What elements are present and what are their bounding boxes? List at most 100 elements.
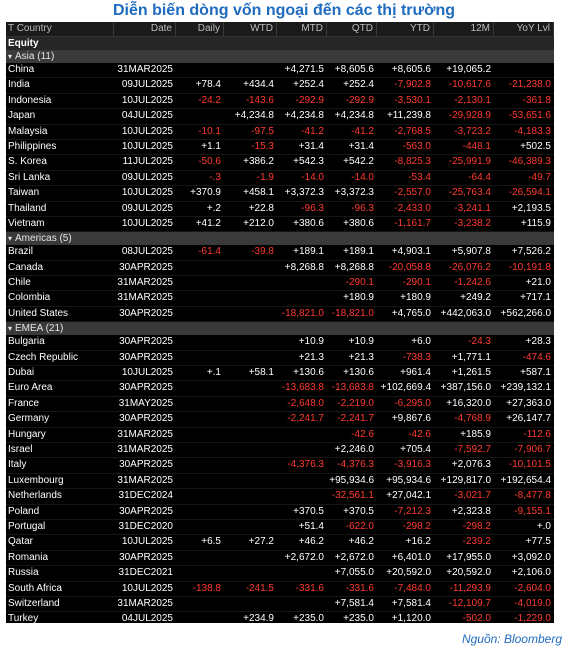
column-header[interactable]: MTD [277, 22, 327, 36]
value-cell [176, 566, 224, 580]
value-cell: +22.8 [248, 202, 274, 214]
table-row[interactable]: Russia 31DEC2021 +7,055.0 +20,592.0 +20,592.… [6, 566, 554, 582]
value-cell: -361.8 [522, 94, 551, 106]
date-cell: 30APR2025 [119, 382, 173, 394]
column-header[interactable]: YoY Lvl [494, 22, 554, 36]
table-row[interactable]: Czech Republic 30APR2025 +21.3 +21.3 -738.3 +… [6, 351, 554, 367]
table-row[interactable]: Netherlands 31DEC2024 -32,561.1 +27,042.1 -3… [6, 489, 554, 505]
value-cell: +961.4 [400, 367, 431, 379]
value-cell: -13,683.8 [281, 382, 324, 394]
value-cell: +7,581.4 [334, 597, 374, 609]
value-cell: -2,648.0 [287, 397, 324, 409]
table-row[interactable]: Switzerland 31MAR2025 +7,581.4 +7,581.4 -12,… [6, 597, 554, 613]
value-cell: +239,132.1 [500, 382, 551, 394]
table-row[interactable]: Turkey 04JUL2025 +234.9 +235.0 +235.0 +1,120.… [6, 612, 554, 623]
value-cell [176, 109, 224, 123]
value-cell [176, 307, 224, 321]
table-row[interactable]: Poland 30APR2025 +370.5 +370.5 -7,212.3 +2,32… [6, 505, 554, 520]
value-cell: +192,654.4 [500, 474, 551, 486]
value-cell [176, 335, 224, 349]
value-cell: +717.1 [520, 292, 551, 304]
column-header[interactable]: WTD [224, 22, 277, 36]
value-cell: +2,672.0 [284, 551, 324, 563]
table-row[interactable]: Brazil 08JUL2025 -61.4 -39.8 +189.1 +189.1 +4,… [6, 245, 554, 261]
table-row[interactable]: Sri Lanka 09JUL2025 -.3 -1.9 -14.0 -14.0 -53.4… [6, 171, 554, 187]
value-cell: +.2 [206, 202, 221, 214]
value-cell: +2,323.8 [451, 505, 491, 517]
table-row[interactable]: Euro Area 30APR2025 -13,683.8 -13,683.8 +102… [6, 381, 554, 397]
column-header[interactable]: 12M [434, 22, 494, 36]
table-row[interactable]: Japan 04JUL2025 +4,234.8 +4,234.8 +4,234.8 +1… [6, 109, 554, 125]
table-row[interactable]: Bulgaria 30APR2025 +10.9 +10.9 +6.0 -24.3 +28.… [6, 335, 554, 351]
table-row[interactable]: S. Korea 11JUL2025 -50.6 +386.2 +542.3 +542.2… [6, 155, 554, 171]
value-cell: -4,183.3 [514, 125, 551, 137]
date-cell: 31MAY2025 [118, 397, 173, 409]
value-cell: +6,401.0 [391, 551, 431, 563]
collapse-triangle-icon[interactable]: ▾ [8, 324, 13, 334]
table-row[interactable]: Malaysia 10JUL2025 -10.1 -97.5 -41.2 -41.2 -2,… [6, 125, 554, 140]
table-row[interactable]: Hungary 31MAR2025 -42.6 -42.6 +185.9 -112.6 [6, 428, 554, 443]
table-row[interactable]: United States 30APR2025 -18,821.0 -18,821.0… [6, 307, 554, 323]
country-cell: Turkey [8, 613, 39, 623]
group-header[interactable]: ▾ Asia (11) [6, 50, 554, 63]
value-cell: -42.6 [408, 428, 431, 440]
country-cell: Portugal [8, 520, 46, 532]
collapse-triangle-icon[interactable]: ▾ [8, 234, 13, 244]
country-cell: Hungary [8, 428, 46, 440]
group-header[interactable]: ▾ EMEA (21) [6, 322, 554, 336]
column-header[interactable]: QTD [327, 22, 377, 36]
value-cell: +2,246.0 [334, 443, 374, 455]
date-cell: 08JUL2025 [121, 246, 173, 258]
table-row[interactable]: Qatar 10JUL2025 +6.5 +27.2 +46.2 +46.2 +16.2 -2… [6, 535, 554, 551]
value-cell [176, 397, 224, 411]
section-equity[interactable]: Equity [6, 37, 554, 50]
column-header[interactable]: YTD [377, 22, 434, 36]
table-row[interactable]: Canada 30APR2025 +8,268.8 +8,268.8 -20,058.8… [6, 261, 554, 277]
column-header[interactable]: Daily [176, 22, 224, 36]
table-row[interactable]: Dubai 10JUL2025 +.1 +58.1 +130.6 +130.6 +961.4… [6, 366, 554, 382]
column-header[interactable]: Date [114, 22, 176, 36]
table-row[interactable]: Romania 30APR2025 +2,672.0 +2,672.0 +6,401.0… [6, 551, 554, 567]
value-cell: +26,147.7 [506, 413, 551, 425]
value-cell: -10,617.6 [448, 79, 491, 91]
table-row[interactable]: Thailand 09JUL2025 +.2 +22.8 -96.3 -96.3 -2,43… [6, 202, 554, 217]
value-cell: -14.0 [301, 171, 324, 183]
table-row[interactable]: Luxembourg 31MAR2025 +95,934.6 +95,934.6 +12… [6, 474, 554, 490]
table-row[interactable]: Portugal 31DEC2020 +51.4 -622.0 -298.2 -298.2… [6, 520, 554, 536]
table-row[interactable]: Philippines 10JUL2025 +1.1 -15.3 +31.4 +31.4 -… [6, 140, 554, 156]
table-row[interactable]: China 31MAR2025 +4,271.5 +8,605.6 +8,605.6 +1… [6, 63, 554, 79]
date-cell: 31MAR2025 [117, 292, 173, 304]
date-cell: 31MAR2025 [117, 428, 173, 440]
group-header[interactable]: ▾ Americas (5) [6, 232, 554, 246]
table-row[interactable]: Italy 30APR2025 -4,376.3 -4,376.3 -3,916.3 +2… [6, 458, 554, 474]
table-row[interactable]: Israel 31MAR2025 +2,246.0 +705.4 -7,592.7 -7,… [6, 443, 554, 459]
country-cell: South Africa [8, 582, 62, 594]
country-cell: Israel [8, 443, 33, 455]
table-row[interactable]: Vietnam 10JUL2025 +41.2 +212.0 +380.6 +380.6 -… [6, 217, 554, 233]
value-cell: -241.5 [245, 582, 274, 594]
value-cell: -4,376.3 [287, 459, 324, 471]
country-cell: Dubai [8, 367, 35, 379]
value-cell [224, 412, 277, 426]
column-header[interactable]: T Country [6, 22, 114, 36]
value-cell: +.1 [206, 367, 221, 379]
table-row[interactable]: Taiwan 10JUL2025 +370.9 +458.1 +3,372.3 +3,37… [6, 186, 554, 202]
value-cell: +4,271.5 [284, 64, 324, 75]
value-cell [224, 443, 277, 457]
table-row[interactable]: France 31MAY2025 -2,648.0 -2,219.0 -6,295.0 +… [6, 397, 554, 413]
value-cell: +4,234.8 [284, 110, 324, 122]
table-row[interactable]: Colombia 31MAR2025 +180.9 +180.9 +249.2 +717.… [6, 291, 554, 307]
table-row[interactable]: Indonesia 10JUL2025 -24.2 -143.6 -292.9 -292.… [6, 94, 554, 110]
value-cell: -3,238.2 [454, 217, 491, 229]
value-cell: +380.6 [293, 217, 324, 229]
table-row[interactable]: South Africa 10JUL2025 -138.8 -241.5 -331.6 -… [6, 582, 554, 597]
value-cell: -96.3 [301, 202, 324, 214]
collapse-triangle-icon[interactable]: ▾ [8, 52, 13, 61]
value-cell: -20,058.8 [388, 261, 431, 273]
value-cell: +41.2 [195, 217, 221, 229]
value-cell [176, 505, 224, 519]
table-row[interactable]: Chile 31MAR2025 -290.1 -290.1 -1,242.6 +21.0 [6, 276, 554, 292]
value-cell: -474.6 [522, 351, 551, 363]
table-row[interactable]: Germany 30APR2025 -2,241.7 -2,241.7 +9,867.6… [6, 412, 554, 428]
table-row[interactable]: India 09JUL2025 +78.4 +434.4 +252.4 +252.4 -7,… [6, 78, 554, 94]
